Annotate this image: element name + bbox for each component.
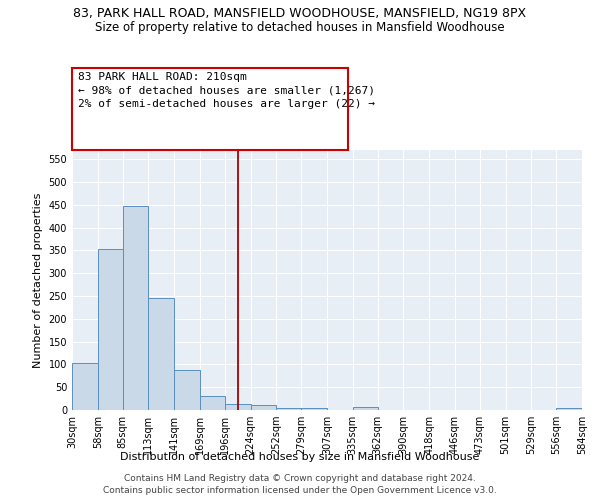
Text: Size of property relative to detached houses in Mansfield Woodhouse: Size of property relative to detached ho… — [95, 21, 505, 34]
Bar — [98, 249, 122, 410]
Bar — [251, 406, 277, 410]
Bar — [72, 363, 98, 410]
Bar — [122, 206, 148, 410]
Text: Contains HM Land Registry data © Crown copyright and database right 2024.
Contai: Contains HM Land Registry data © Crown c… — [103, 474, 497, 495]
Text: Distribution of detached houses by size in Mansfield Woodhouse: Distribution of detached houses by size … — [121, 452, 479, 462]
Bar — [556, 408, 582, 410]
Text: 83 PARK HALL ROAD: 210sqm
← 98% of detached houses are smaller (1,267)
2% of sem: 83 PARK HALL ROAD: 210sqm ← 98% of detac… — [78, 72, 375, 109]
Bar — [277, 408, 301, 410]
Y-axis label: Number of detached properties: Number of detached properties — [33, 192, 43, 368]
Bar — [225, 404, 251, 410]
Bar — [353, 408, 377, 410]
Bar — [174, 370, 200, 410]
Bar — [301, 408, 327, 410]
Bar — [148, 298, 174, 410]
Text: 83, PARK HALL ROAD, MANSFIELD WOODHOUSE, MANSFIELD, NG19 8PX: 83, PARK HALL ROAD, MANSFIELD WOODHOUSE,… — [73, 8, 527, 20]
Bar — [200, 396, 225, 410]
